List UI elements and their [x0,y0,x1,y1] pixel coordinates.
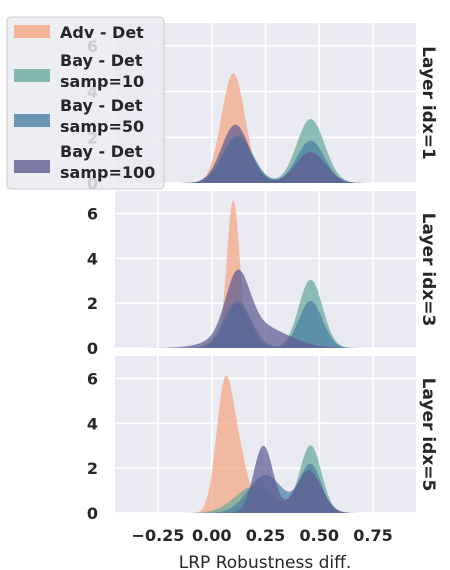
y-tick-label: 6 [87,204,98,223]
legend-label: Bay - Det samp=50 [60,96,144,136]
facet-title: Layer idx=5 [418,378,438,492]
x-tick-label: 0.25 [246,526,285,545]
legend-label: Adv - Det [60,23,144,42]
x-axis: −0.25 0.00 0.25 0.50 0.75 [132,526,393,545]
legend-label: Bay - Det samp=10 [60,51,144,91]
legend-swatch [14,69,50,82]
y-tick-label: 2 [87,459,98,478]
facet-title: Layer idx=1 [418,46,438,160]
legend-swatch [14,25,50,38]
legend-swatch [14,114,50,127]
y-tick-label: 0 [87,339,98,358]
x-tick-label: −0.25 [132,526,185,545]
facet-title: Layer idx=3 [418,213,438,327]
legend-frame [6,16,165,190]
facet-panel: 0 2 4 6 Layer idx=3 [87,191,438,358]
facet-panel: 0 2 4 6 Layer idx=5 [87,356,438,523]
y-tick-label: 2 [87,294,98,313]
legend-label: Bay - Det samp=100 [60,142,155,182]
y-tick-label: 4 [87,414,98,433]
density-area [115,445,416,513]
y-tick-label: 6 [87,369,98,388]
y-tick-label: 4 [87,249,98,268]
x-axis-label: LRP Robustness diff. [179,553,351,570]
density-area [115,269,416,348]
x-tick-label: 0.00 [192,526,231,545]
x-tick-label: 0.75 [353,526,392,545]
legend-swatch [14,160,50,173]
y-tick-label: 0 [87,504,98,523]
x-tick-label: 0.50 [300,526,339,545]
legend: Adv - Det Bay - Det samp=10 Bay - Det samp=5… [6,16,165,190]
